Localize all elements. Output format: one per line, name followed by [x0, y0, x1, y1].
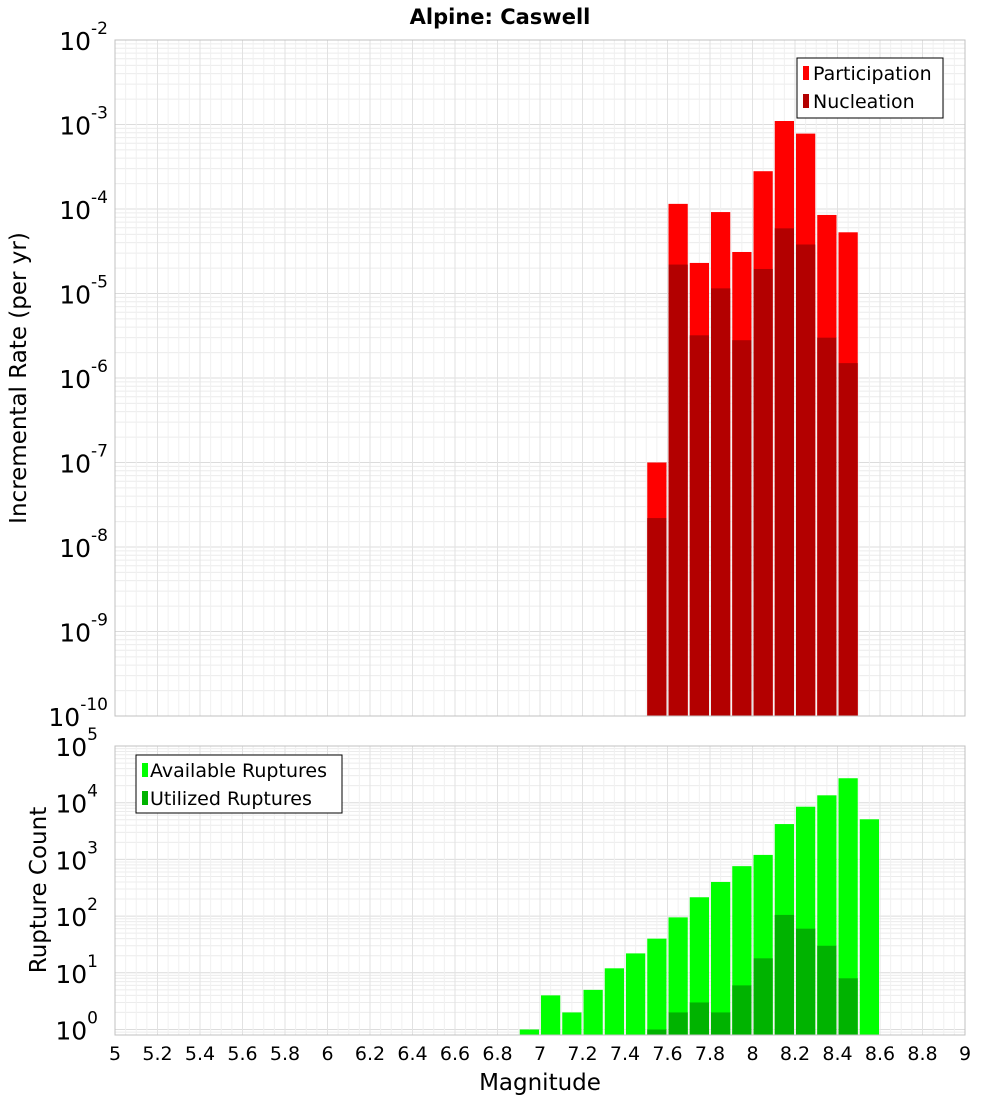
bar-available-ruptures-8-45	[838, 778, 858, 1035]
bar-utilized-ruptures-7-75	[689, 1002, 709, 1035]
x-ticks: 5 5.2 5.4 5.6 5.8 6 6.2 6.4 6.6 6.8 7 7.2 7.4 7.6 7.8 8…	[109, 1043, 971, 1065]
legend-swatch-available-ruptures	[142, 763, 148, 777]
x-tick-label: 9	[959, 1043, 971, 1065]
x-tick-label: 7.2	[567, 1043, 597, 1065]
x-tick-label: 7	[534, 1043, 546, 1065]
bar-available-ruptures-8-55	[859, 819, 879, 1035]
x-tick-label: 8.4	[822, 1043, 852, 1065]
x-tick-label: 7.4	[610, 1043, 640, 1065]
bar-available-ruptures-7-85	[711, 881, 731, 1035]
x-tick-label: 5	[109, 1043, 121, 1065]
bar-available-ruptures-7-35	[604, 968, 624, 1035]
bar-utilized-ruptures-8-45	[838, 978, 858, 1035]
x-tick-label: 7.6	[652, 1043, 682, 1065]
bar-available-ruptures-7-05	[541, 995, 561, 1035]
legend-label-available-ruptures: Available Ruptures	[150, 760, 327, 782]
legend-label-nucleation: Nucleation	[813, 91, 915, 113]
x-tick-label: 7.8	[695, 1043, 725, 1065]
x-tick-label: 8.2	[780, 1043, 810, 1065]
bar-nucleation-7-85	[711, 288, 731, 716]
x-tick-label: 5.6	[227, 1043, 257, 1065]
bar-available-ruptures-6-95	[519, 1029, 539, 1035]
bar-available-ruptures-7-15	[562, 1012, 582, 1035]
top-y-axis-label: Incremental Rate (per yr)	[6, 232, 32, 524]
legend-swatch-nucleation	[803, 94, 809, 108]
top-legend-box	[796, 57, 944, 119]
bottom-grid	[114, 745, 966, 1036]
bar-utilized-ruptures-8-15	[774, 914, 794, 1035]
bar-utilized-ruptures-8-35	[817, 945, 837, 1035]
bar-utilized-ruptures-8-25	[796, 928, 816, 1035]
x-tick-label: 8	[746, 1043, 758, 1065]
x-tick-label: 6	[321, 1043, 333, 1065]
bar-available-ruptures-7-75	[689, 897, 709, 1035]
x-tick-label: 5.4	[185, 1043, 215, 1065]
x-tick-label: 8.8	[907, 1043, 937, 1065]
x-tick-label: 5.8	[270, 1043, 300, 1065]
bar-utilized-ruptures-8-05	[753, 958, 773, 1035]
top-bars	[647, 121, 858, 717]
bottom-legend: Available Ruptures Utilized Ruptures	[135, 754, 343, 814]
bar-nucleation-8-15	[774, 228, 794, 716]
x-tick-label: 5.2	[142, 1043, 172, 1065]
bar-nucleation-7-75	[689, 335, 709, 716]
bar-nucleation-8-45	[838, 363, 858, 716]
top-grid	[114, 39, 966, 717]
x-tick-label: 6.4	[397, 1043, 427, 1065]
legend-swatch-participation	[803, 66, 809, 80]
legend-label-utilized-ruptures: Utilized Ruptures	[150, 788, 312, 810]
bar-available-ruptures-7-55	[647, 938, 667, 1035]
x-axis-label: Magnitude	[479, 1070, 601, 1096]
bar-utilized-ruptures-7-85	[711, 1012, 731, 1035]
bottom-bars	[519, 778, 879, 1035]
x-tick-label: 6.8	[482, 1043, 512, 1065]
bar-available-ruptures-7-45	[626, 953, 646, 1035]
x-tick-label: 6.6	[440, 1043, 470, 1065]
chart-title: Alpine: Caswell	[410, 5, 591, 29]
bar-available-ruptures-7-25	[583, 989, 603, 1035]
bottom-y-axis-label: Rupture Count	[26, 807, 52, 973]
bar-nucleation-8-35	[817, 337, 837, 716]
bar-utilized-ruptures-7-55	[647, 1029, 667, 1035]
bar-nucleation-8-25	[796, 244, 816, 716]
bar-nucleation-7-65	[668, 264, 688, 716]
bar-utilized-ruptures-7-65	[668, 1012, 688, 1035]
x-tick-label: 8.6	[865, 1043, 895, 1065]
bar-nucleation-7-95	[732, 340, 752, 716]
legend-label-participation: Participation	[813, 63, 932, 85]
x-tick-label: 6.2	[355, 1043, 385, 1065]
bar-nucleation-7-55	[647, 518, 667, 716]
legend-swatch-utilized-ruptures	[142, 791, 148, 805]
top-legend: Participation Nucleation	[796, 57, 944, 119]
bar-nucleation-8-05	[753, 268, 773, 716]
bar-utilized-ruptures-7-95	[732, 985, 752, 1035]
bar-available-ruptures-7-65	[668, 917, 688, 1035]
bottom-legend-box	[135, 754, 343, 814]
